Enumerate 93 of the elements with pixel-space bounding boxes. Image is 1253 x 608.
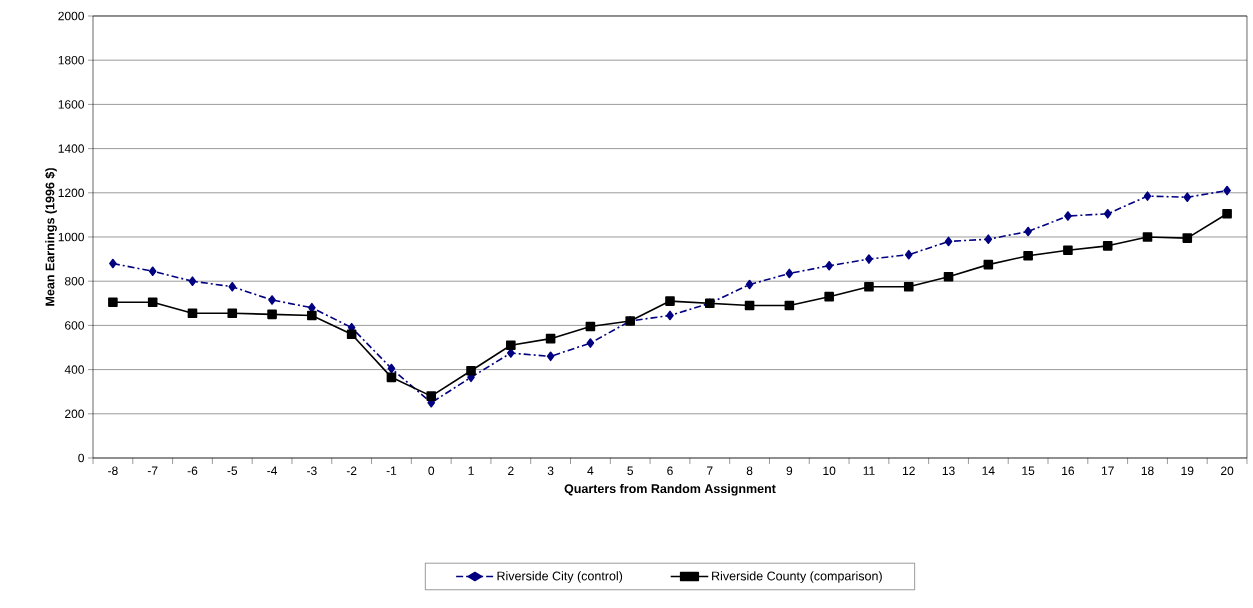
point [268, 295, 276, 305]
point [944, 236, 953, 247]
x-tick-label: 16 [1062, 466, 1075, 476]
point [744, 300, 755, 311]
point [904, 249, 913, 260]
x-tick-label: 20 [1221, 466, 1234, 476]
point [227, 308, 238, 319]
point [665, 296, 675, 306]
y-tick-label: 1800 [58, 55, 84, 65]
y-tick-label: 0 [78, 453, 84, 463]
point [387, 363, 396, 374]
x-tick-label: 9 [786, 466, 793, 476]
point [188, 276, 197, 286]
point [1143, 191, 1152, 201]
x-tick-label: 18 [1141, 466, 1154, 476]
y-tick-label: 200 [65, 409, 84, 419]
point [109, 258, 117, 269]
x-tick-label: -2 [346, 466, 357, 475]
point [586, 338, 595, 348]
point [148, 266, 157, 277]
x-tick-label: -6 [187, 466, 198, 476]
y-tick-label: 1400 [58, 144, 84, 153]
point [1023, 250, 1033, 261]
x-tick-label: 12 [902, 466, 915, 475]
x-tick-label: 15 [1022, 466, 1035, 475]
x-tick-label: -7 [147, 466, 158, 475]
point [267, 309, 277, 320]
point [426, 391, 437, 401]
point [545, 333, 556, 344]
x-tick-label: -5 [227, 466, 238, 475]
point [983, 259, 994, 270]
y-tick-label: 400 [64, 365, 84, 374]
point [825, 260, 833, 271]
point [1183, 192, 1192, 203]
legend-label: Riverside County (comparison) [712, 571, 882, 583]
y-tick-label: 1600 [58, 100, 84, 109]
x-tick-label: 7 [707, 466, 713, 475]
point [864, 281, 874, 292]
point [187, 308, 198, 319]
point [666, 310, 674, 321]
x-tick-label: 5 [627, 466, 634, 475]
x-tick-label: 14 [982, 466, 995, 475]
y-tick-label: 2000 [58, 11, 84, 21]
x-tick-label: 1 [468, 466, 474, 475]
x-tick-label: 19 [1181, 466, 1194, 476]
x-tick-label: 0 [428, 466, 435, 476]
point [785, 268, 794, 279]
point [824, 291, 834, 302]
point [585, 321, 596, 332]
x-tick-label: 2 [508, 466, 514, 475]
point [745, 279, 754, 290]
point [784, 300, 795, 311]
point [228, 281, 237, 292]
point [903, 281, 914, 292]
point [1142, 232, 1153, 242]
x-tick-label: 13 [942, 466, 955, 476]
point [506, 340, 516, 351]
x-tick-label: -8 [108, 466, 118, 476]
y-tick-label: 600 [65, 321, 84, 330]
point [346, 329, 357, 340]
y-axis-title: Mean Earnings (1996 $) [44, 168, 57, 306]
point [1222, 208, 1232, 219]
x-tick-label: 10 [823, 466, 836, 476]
y-tick-label: 1200 [58, 188, 84, 198]
point [466, 365, 476, 376]
point [865, 254, 873, 264]
x-tick-label: -4 [267, 466, 278, 475]
y-tick-label: 800 [64, 276, 84, 286]
point [1024, 226, 1032, 237]
point [1064, 211, 1072, 221]
x-tick-label: 11 [863, 466, 875, 475]
point [1223, 185, 1231, 196]
point [1102, 241, 1113, 251]
x-tick-label: -3 [307, 466, 317, 476]
point [546, 351, 555, 362]
x-tick-label: -1 [386, 466, 397, 475]
x-tick-label: 4 [587, 466, 594, 475]
x-tick-label: 6 [667, 466, 673, 476]
point [1103, 208, 1112, 219]
x-axis-title: Quarters from Random Assignment [564, 483, 776, 496]
point [386, 372, 397, 383]
x-tick-label: 17 [1101, 466, 1114, 475]
y-tick-label: 1000 [58, 232, 84, 242]
point [307, 310, 317, 321]
point [984, 234, 993, 245]
point [108, 297, 118, 307]
legend-label: Riverside City (control) [497, 571, 623, 583]
point [1063, 245, 1073, 256]
x-tick-label: 8 [746, 466, 753, 476]
point [147, 297, 158, 307]
point [943, 271, 954, 282]
x-tick-label: 3 [547, 466, 554, 476]
point [1182, 233, 1193, 243]
